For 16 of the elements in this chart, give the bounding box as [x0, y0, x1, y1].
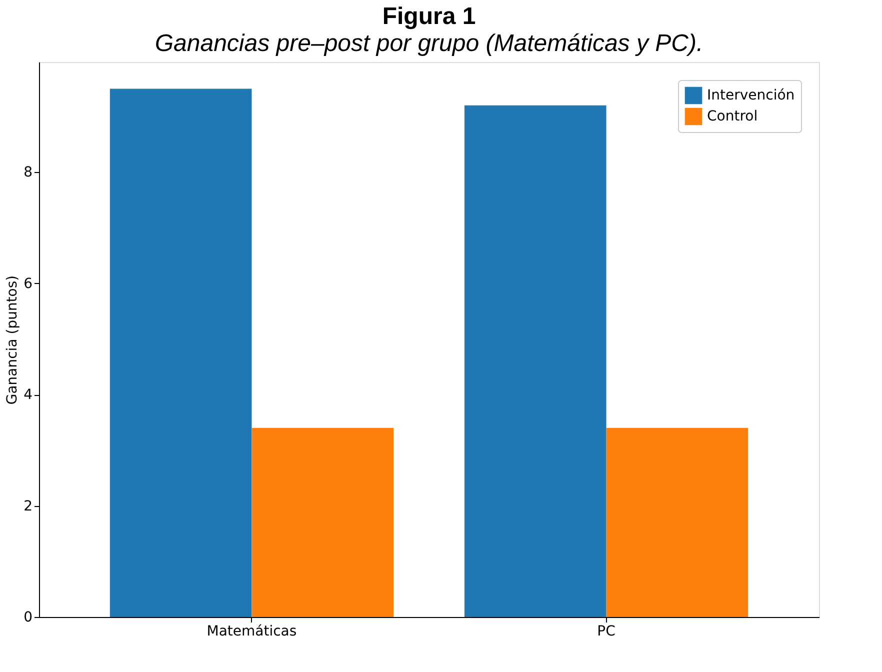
legend-label: Control — [707, 108, 758, 124]
bar — [464, 105, 606, 617]
bar — [110, 88, 252, 617]
x-tick-label: Matemáticas — [206, 624, 297, 640]
y-tick-label: 6 — [24, 276, 33, 292]
y-tick-label: 2 — [24, 498, 32, 514]
y-tick-label: 0 — [24, 610, 32, 626]
chart-subtitle: Ganancias pre–post por grupo (Matemáticas y PC). — [154, 30, 704, 57]
x-tick-label: PC — [597, 624, 616, 640]
bar — [252, 428, 394, 617]
bar — [606, 428, 748, 617]
y-tick-label: 8 — [24, 164, 32, 181]
legend-label: Intervención — [707, 88, 795, 104]
chart-title: Figura 1 — [382, 3, 476, 30]
y-axis-title: Ganancia (puntos) — [4, 275, 21, 405]
y-tick-label: 4 — [24, 387, 33, 404]
